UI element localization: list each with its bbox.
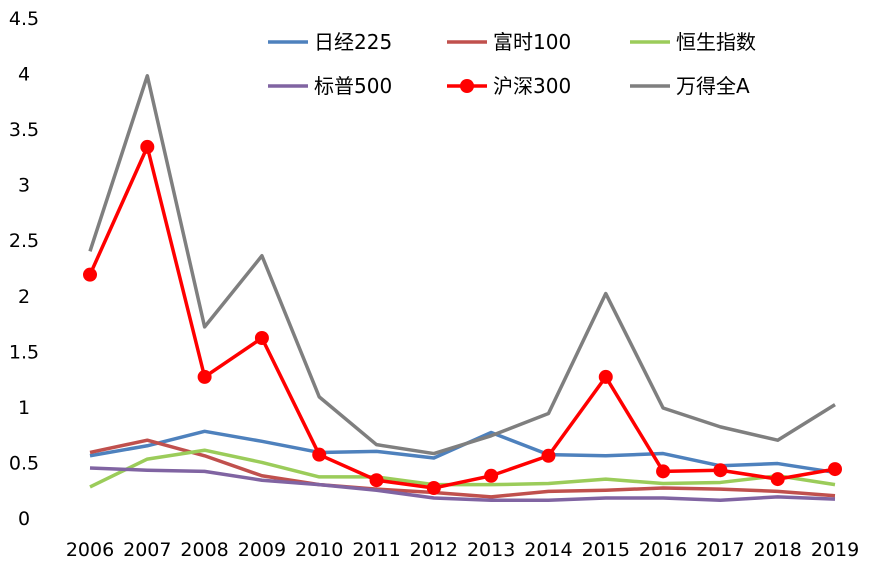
x-tick-label: 2016 (639, 539, 687, 561)
series-line-4 (89, 466, 836, 502)
data-point (656, 464, 671, 479)
y-tick-label: 4 (18, 64, 30, 86)
y-tick-label: 4.5 (9, 8, 39, 30)
data-point (83, 267, 97, 282)
x-tick-label: 2012 (410, 539, 458, 561)
y-tick-label: 1.5 (9, 341, 39, 363)
x-tick-label: 2014 (524, 539, 572, 561)
data-point (541, 448, 556, 463)
data-point (598, 369, 613, 384)
data-point (197, 369, 212, 384)
data-point (713, 463, 728, 478)
legend-item: 富时100 (447, 30, 571, 54)
legend-label: 日经225 (314, 30, 392, 54)
legend-item: 沪深300 (447, 74, 571, 98)
data-point (484, 468, 499, 483)
legend-label: 标普500 (314, 74, 392, 98)
y-tick-label: 0 (18, 508, 30, 530)
data-point (369, 473, 384, 488)
x-tick-label: 2019 (811, 539, 859, 561)
y-tick-label: 3 (18, 175, 30, 197)
y-tick-label: 2 (18, 286, 30, 308)
data-point (770, 472, 785, 487)
series-line-3 (89, 448, 836, 489)
data-point (254, 331, 269, 345)
legend-label: 富时100 (493, 30, 571, 54)
y-tick-label: 2.5 (9, 230, 39, 252)
x-tick-label: 2007 (123, 539, 171, 561)
legend-label: 恒生指数 (676, 30, 756, 54)
x-tick-label: 2017 (696, 539, 744, 561)
legend-item: 万得全A (630, 74, 750, 98)
legend-item: 日经225 (268, 30, 392, 54)
legend-marker (460, 79, 474, 93)
legend-item: 标普500 (268, 74, 392, 98)
data-point (426, 481, 441, 495)
x-axis: 2006 2007 2008 2009 2010 2011 2012 2013 2014 2015… (66, 539, 859, 561)
x-tick-label: 2008 (180, 539, 228, 561)
x-tick-label: 2010 (295, 539, 343, 561)
y-axis: 0 0.5 1 1.5 2 2.5 3 3.5 4 4.5 (9, 8, 39, 530)
x-tick-label: 2011 (352, 539, 400, 561)
series-lines (83, 74, 842, 502)
legend-label: 沪深300 (493, 74, 571, 98)
data-point (828, 462, 842, 477)
x-tick-label: 2009 (238, 539, 286, 561)
series-line-2 (89, 438, 836, 499)
data-point (140, 139, 155, 154)
x-tick-label: 2006 (66, 539, 114, 561)
y-tick-label: 1 (18, 397, 30, 419)
y-tick-label: 3.5 (9, 119, 39, 141)
x-tick-label: 2015 (582, 539, 630, 561)
legend-item: 恒生指数 (630, 30, 756, 54)
x-tick-label: 2013 (467, 539, 515, 561)
series-line-5 (88, 145, 836, 490)
x-tick-label: 2018 (754, 539, 802, 561)
series-line-6 (88, 74, 836, 456)
legend-label: 万得全A (676, 74, 750, 98)
data-point (312, 447, 327, 462)
y-tick-label: 0.5 (9, 452, 39, 474)
